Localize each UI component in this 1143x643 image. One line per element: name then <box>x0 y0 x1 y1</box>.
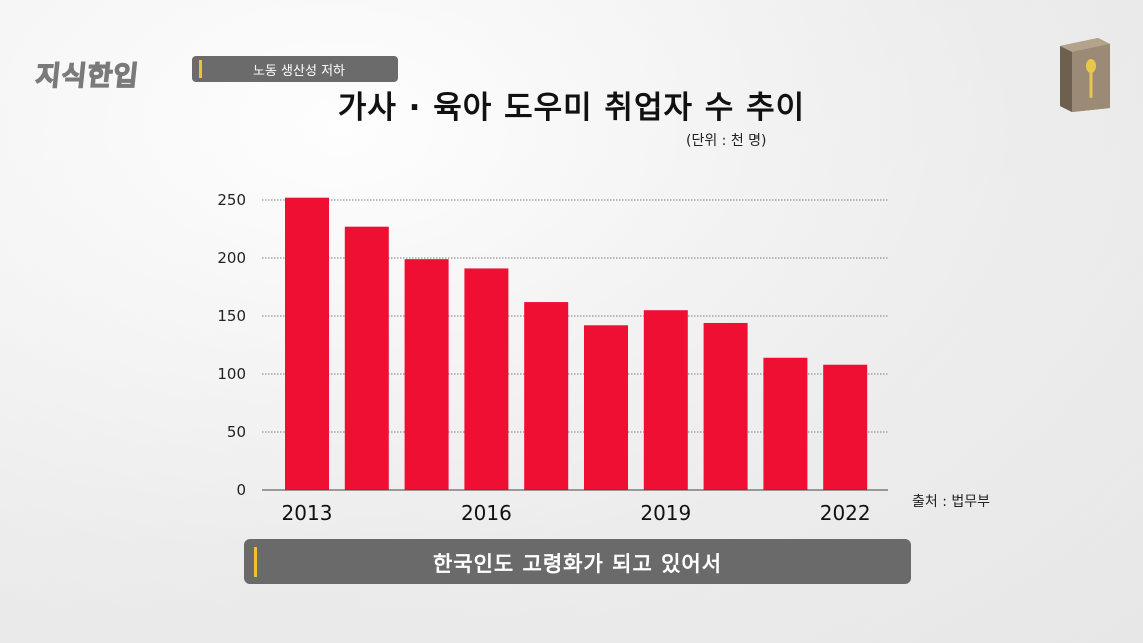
y-tick-label: 50 <box>227 423 246 441</box>
x-tick-label: 2022 <box>820 501 871 525</box>
y-tick-label: 100 <box>217 365 246 383</box>
topic-label: 노동 생산성 저하 <box>253 64 345 79</box>
topic-pill-accent <box>199 60 202 78</box>
bar <box>344 226 389 490</box>
bar <box>524 302 569 490</box>
bar <box>823 364 868 490</box>
y-tick-label: 150 <box>217 307 246 325</box>
x-tick-label: 2016 <box>461 501 512 525</box>
bar <box>464 268 509 490</box>
y-tick-label: 250 <box>217 191 246 209</box>
caption-text: 한국인도 고령화가 되고 있어서 <box>432 552 723 576</box>
unit-note: (단위 : 천 명) <box>686 133 767 149</box>
x-tick-label: 2019 <box>640 501 691 525</box>
caption-bar: 한국인도 고령화가 되고 있어서 <box>244 539 911 584</box>
bar <box>763 357 808 490</box>
bar <box>584 325 628 490</box>
caption-accent <box>254 547 257 577</box>
y-tick-label: 0 <box>236 481 246 499</box>
source-note: 출처 : 법무부 <box>912 494 991 510</box>
y-tick-label: 200 <box>217 249 246 267</box>
bar <box>643 310 688 490</box>
bar <box>285 197 329 490</box>
book-spoon-icon <box>1060 38 1110 112</box>
topic-pill: 노동 생산성 저하 <box>192 56 398 82</box>
bar <box>703 322 748 490</box>
x-tick-label: 2013 <box>282 501 333 525</box>
bar <box>404 259 449 490</box>
chart-title: 가사 · 육아 도우미 취업자 수 추이 <box>337 90 806 126</box>
